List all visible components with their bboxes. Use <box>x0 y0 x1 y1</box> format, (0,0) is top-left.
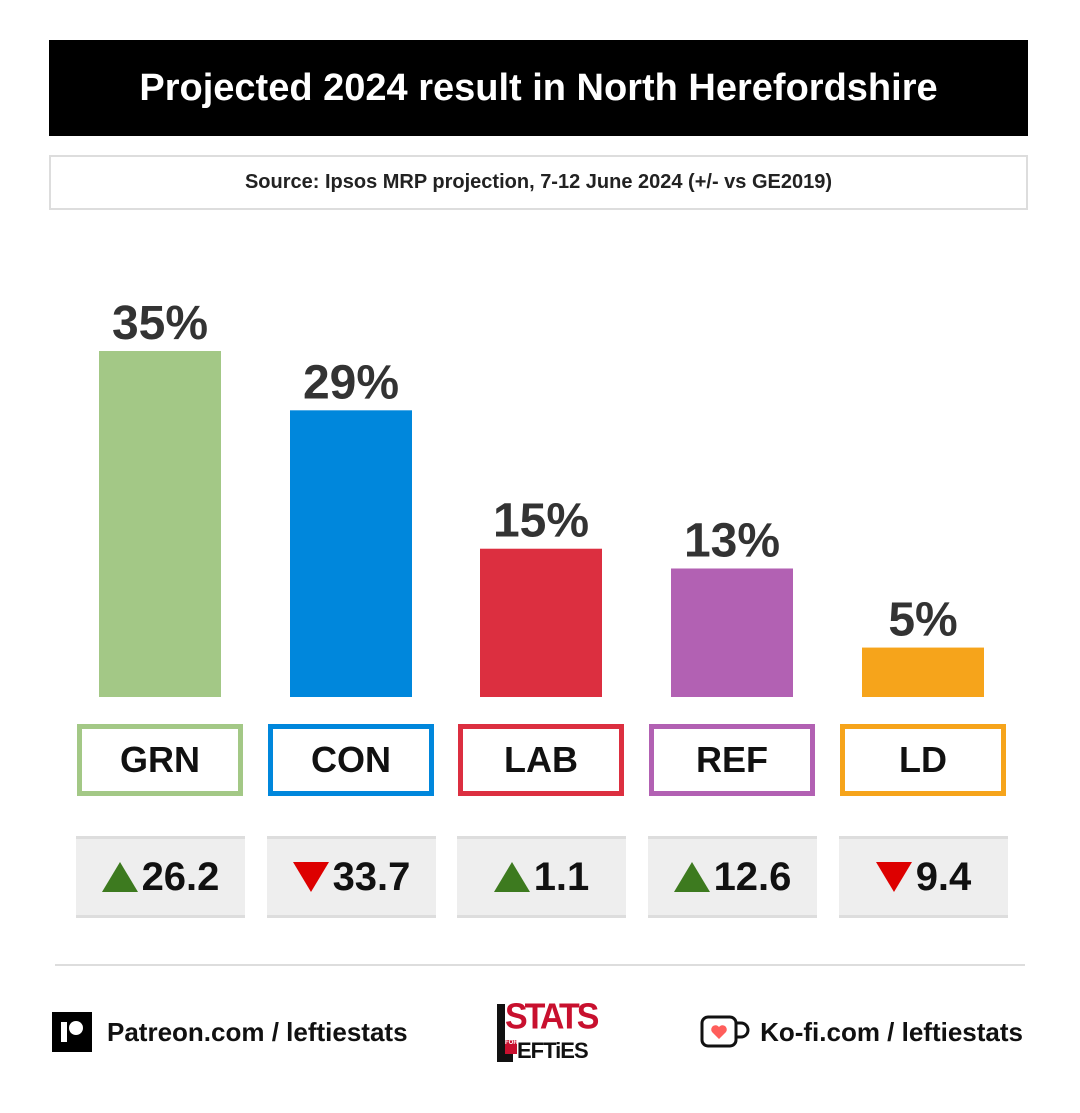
change-grn: 26.2 <box>76 836 245 918</box>
triangle-down-icon <box>875 862 912 892</box>
triangle-up-icon <box>101 862 138 892</box>
kofi-text: Ko-fi.com / leftiestats <box>760 1016 1023 1047</box>
kofi-cup-icon <box>700 1015 750 1048</box>
patreon-link[interactable]: Patreon.com / leftiestats <box>52 1012 408 1052</box>
bar-con <box>290 410 412 697</box>
chart-title: Projected 2024 result in North Herefords… <box>49 40 1028 136</box>
source-note: Source: Ipsos MRP projection, 7-12 June … <box>49 155 1028 210</box>
party-label-grn: GRN <box>77 724 243 796</box>
logo-lefties-text: EFTiES <box>517 1038 589 1063</box>
logo-stats-text: STATS <box>505 997 599 1037</box>
change-con: 33.7 <box>267 836 436 918</box>
value-label-ld: 5% <box>888 594 957 647</box>
kofi-link[interactable]: Ko-fi.com / leftiestats <box>700 1012 1023 1052</box>
stats-for-lefties-logo: STATS FOR EFTiES <box>497 997 599 1064</box>
patreon-text: Patreon.com / leftiestats <box>107 1016 408 1047</box>
change-value: 33.7 <box>332 854 411 899</box>
bar-ld <box>862 647 984 697</box>
change-value: 12.6 <box>713 854 792 899</box>
change-value: 26.2 <box>141 854 220 899</box>
value-label-ref: 13% <box>684 514 780 567</box>
change-ld: 9.4 <box>839 836 1008 918</box>
change-value: 9.4 <box>915 854 972 899</box>
value-label-lab: 15% <box>493 495 589 548</box>
triangle-down-icon <box>292 862 329 892</box>
bar-lab <box>480 548 602 697</box>
bar-grn <box>99 351 221 697</box>
triangle-up-icon <box>673 862 710 892</box>
triangle-up-icon <box>493 862 530 892</box>
party-label-lab: LAB <box>458 724 624 796</box>
party-label-ref: REF <box>649 724 815 796</box>
value-label-con: 29% <box>303 356 399 409</box>
change-value: 1.1 <box>533 854 590 899</box>
party-label-con: CON <box>268 724 434 796</box>
bar-ref <box>671 568 793 697</box>
patreon-icon <box>52 1012 92 1052</box>
value-label-grn: 35% <box>112 297 208 350</box>
logo-for-text: FOR <box>505 1040 518 1054</box>
change-ref: 12.6 <box>648 836 817 918</box>
footer-divider <box>55 964 1025 966</box>
bar-chart: 35% 29% 15% 13% 5% <box>99 297 984 697</box>
party-label-ld: LD <box>840 724 1006 796</box>
change-lab: 1.1 <box>457 836 626 918</box>
